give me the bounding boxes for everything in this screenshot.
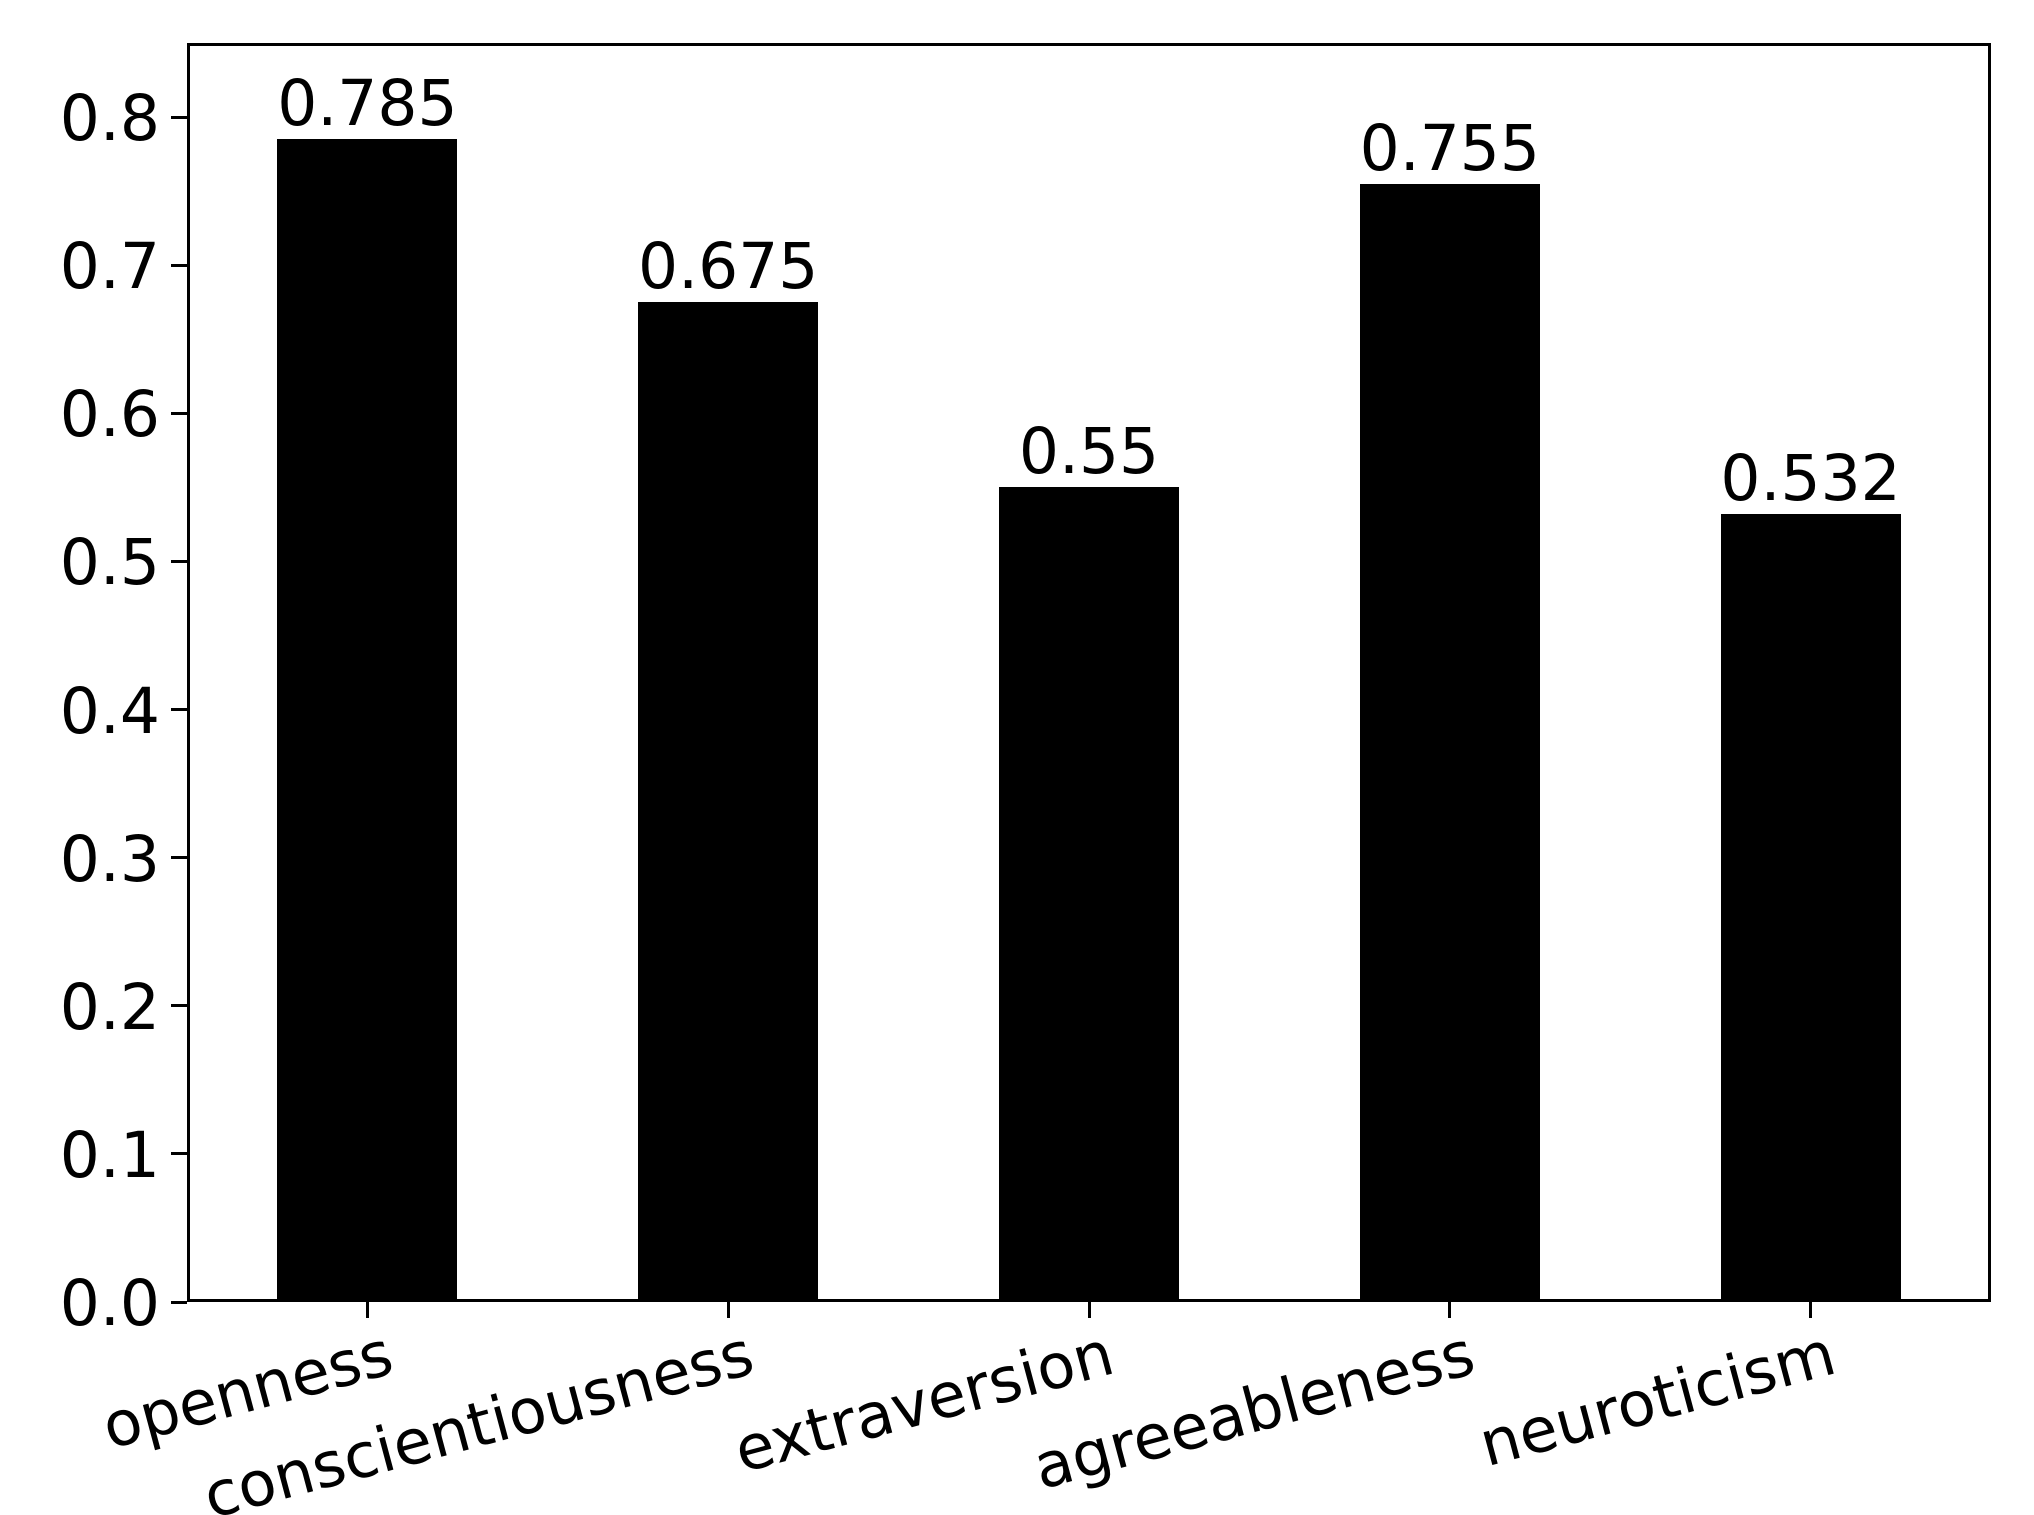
- x-axis-tick-label-neuroticism: neuroticism: [1472, 1316, 1843, 1482]
- bar-openness: [277, 139, 458, 1302]
- y-axis-tick-mark: [171, 115, 187, 119]
- bar-value-label-extraversion: 0.55: [1018, 415, 1160, 489]
- x-axis-tick-mark: [1087, 1302, 1091, 1318]
- y-axis-tick-label: 0.1: [59, 1118, 160, 1192]
- bar-extraversion: [999, 487, 1179, 1302]
- bar-value-label-agreeableness: 0.755: [1359, 111, 1540, 185]
- y-axis-tick-label: 0.8: [59, 82, 160, 156]
- bar-value-label-openness: 0.785: [277, 67, 458, 141]
- x-axis-tick-mark: [1809, 1302, 1813, 1318]
- x-axis-tick-mark: [1448, 1302, 1452, 1318]
- x-axis-tick-mark: [726, 1302, 730, 1318]
- y-axis-tick-label: 0.5: [59, 526, 160, 600]
- y-axis-tick-label: 0.7: [59, 230, 160, 304]
- bar-value-label-neuroticism: 0.532: [1720, 442, 1901, 515]
- y-axis-tick-label: 0.2: [59, 970, 160, 1044]
- y-axis-tick-mark: [171, 1300, 187, 1304]
- bar-agreeableness: [1359, 183, 1540, 1302]
- bar-neuroticism: [1720, 514, 1901, 1302]
- y-axis-tick-mark: [171, 263, 187, 267]
- y-axis-tick-label: 0.3: [59, 822, 160, 896]
- y-axis-tick-mark: [171, 559, 187, 563]
- y-axis-tick-mark: [171, 411, 187, 415]
- y-axis-tick-mark: [171, 856, 187, 860]
- x-axis-tick-mark: [365, 1302, 369, 1318]
- y-axis-tick-label: 0.6: [59, 378, 160, 452]
- y-axis-tick-mark: [171, 1004, 187, 1008]
- y-axis-tick-mark: [171, 708, 187, 712]
- bar-value-label-conscientiousness: 0.675: [638, 230, 819, 304]
- bar-conscientiousness: [638, 302, 819, 1302]
- y-axis-tick-mark: [171, 1152, 187, 1156]
- y-axis-tick-label: 0.0: [59, 1267, 160, 1340]
- y-axis-tick-label: 0.4: [59, 674, 160, 748]
